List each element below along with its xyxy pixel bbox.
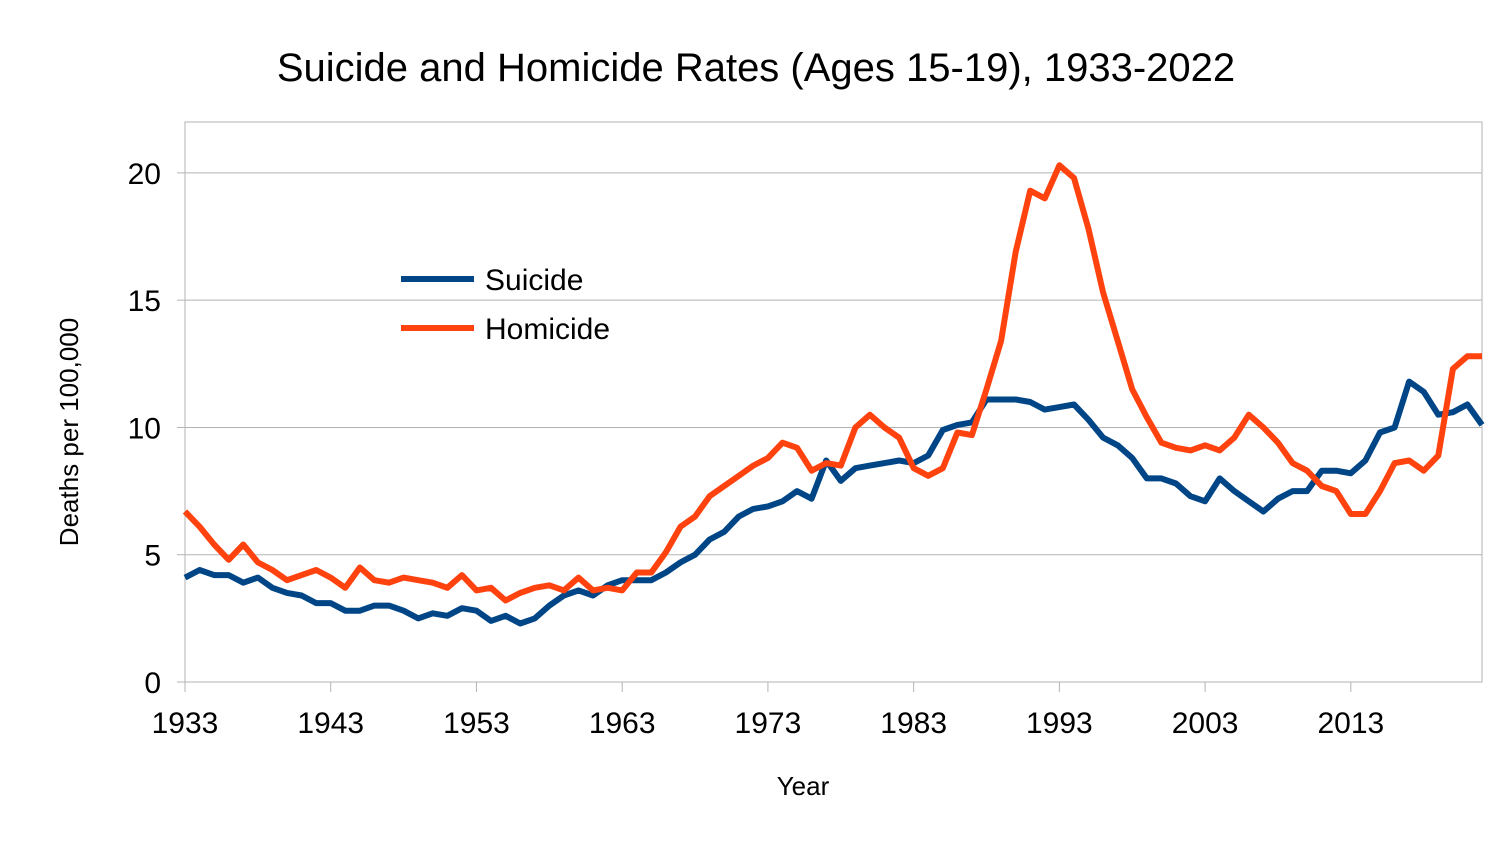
y-tick-label: 20 (128, 158, 161, 191)
legend-label-homicide: Homicide (485, 313, 610, 346)
series-lines (182, 162, 1485, 627)
y-tick-label: 10 (128, 412, 161, 445)
gridlines (184, 121, 1483, 683)
chart-title: Suicide and Homicide Rates (Ages 15-19),… (276, 46, 1236, 90)
y-tick-label: 5 (144, 540, 161, 573)
axes: 0 5 10 15 20 1933 1943 1953 1963 1973 1983 1993 2003… (128, 158, 1385, 740)
x-tick-label: 1963 (589, 707, 656, 740)
plot-area-frame (184, 121, 1483, 683)
series-line-suicide (183, 378, 1485, 627)
series-line-homicide (182, 162, 1482, 604)
y-tick-label: 0 (144, 667, 161, 700)
x-tick-label: 2013 (1317, 707, 1384, 740)
x-tick-label: 2003 (1172, 707, 1239, 740)
y-tick-label: 15 (128, 285, 161, 318)
y-axis-title: Deaths per 100,000 (54, 318, 84, 546)
x-axis-title: Year (777, 771, 830, 801)
legend-label-suicide: Suicide (485, 264, 583, 297)
x-tick-label: 1943 (297, 707, 364, 740)
x-tick-label: 1933 (152, 707, 219, 740)
x-tick-label: 1983 (880, 707, 947, 740)
x-tick-label: 1993 (1026, 707, 1093, 740)
x-tick-label: 1953 (443, 707, 510, 740)
x-tick-label: 1973 (735, 707, 802, 740)
legend: Suicide Homicide (401, 264, 610, 346)
